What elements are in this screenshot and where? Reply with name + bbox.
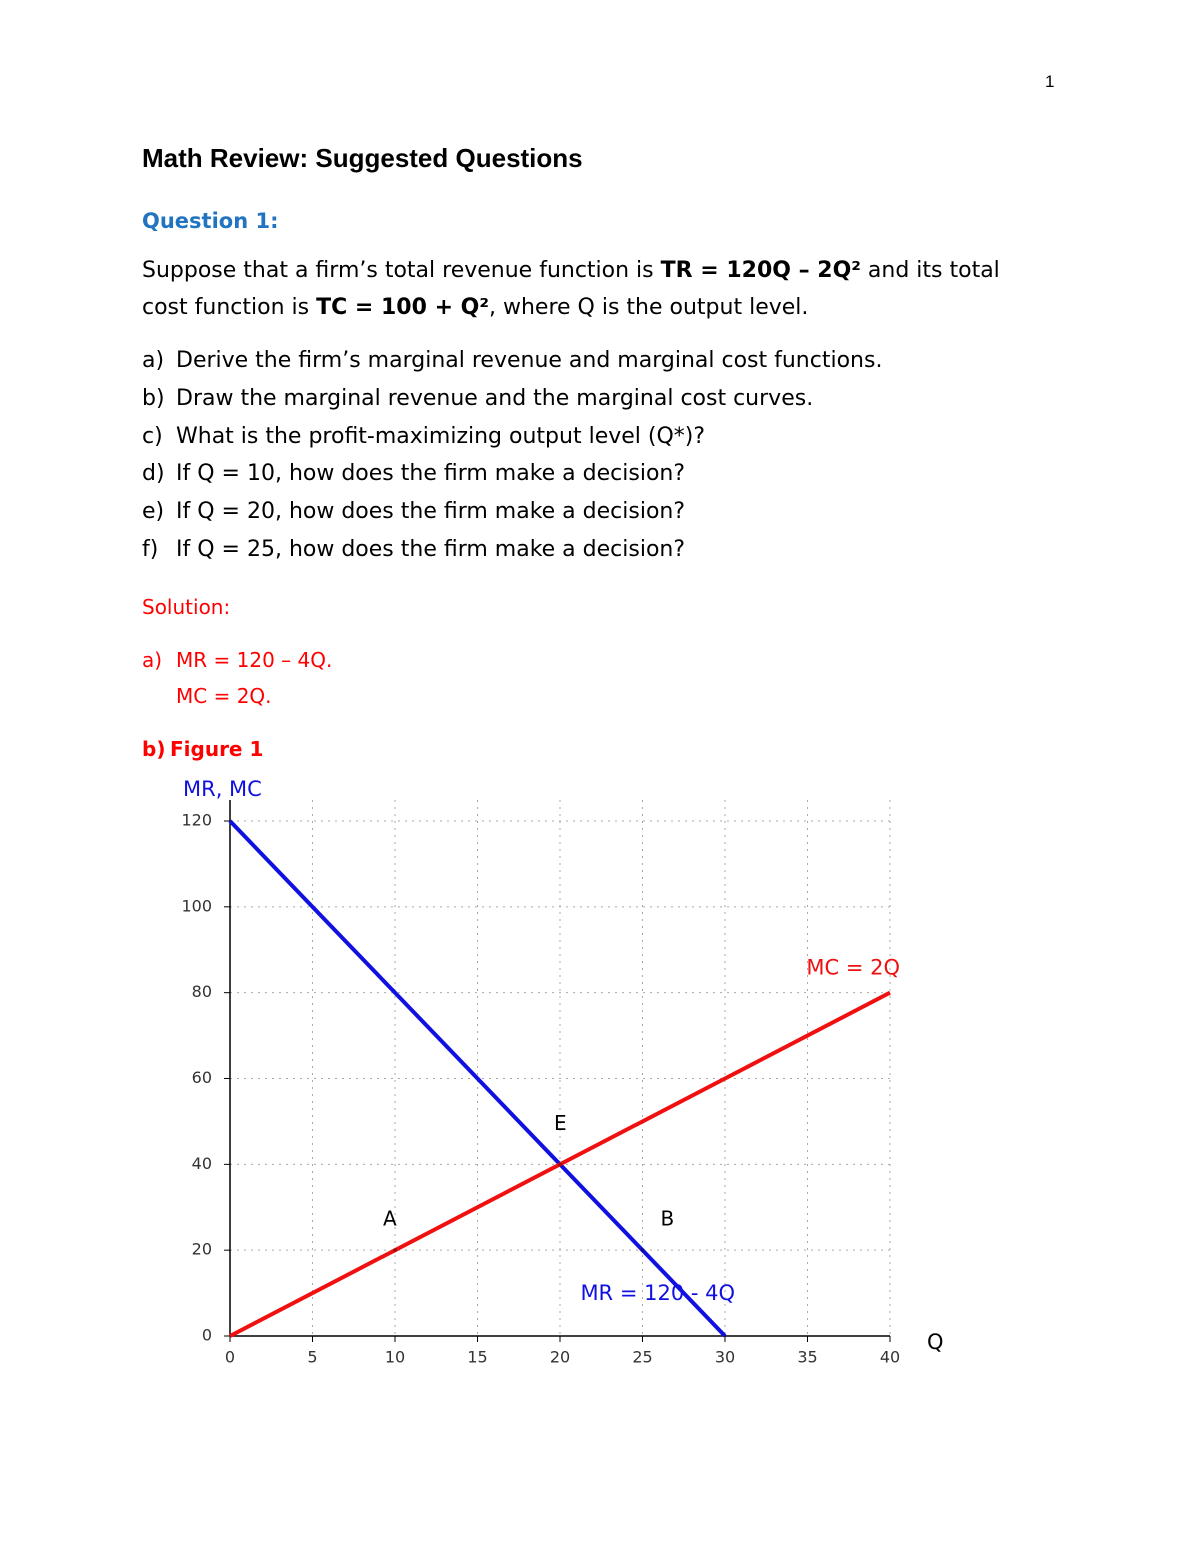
item-label: b) xyxy=(142,385,165,411)
item-label: d) xyxy=(142,461,165,487)
item-text: Draw the marginal revenue and the margin… xyxy=(176,385,814,411)
legend-label: MC = 2Q xyxy=(806,956,900,980)
point-label: E xyxy=(554,1111,567,1135)
y-axis-label: MR, MC xyxy=(183,777,262,801)
item-text: If Q = 10, how does the firm make a deci… xyxy=(176,461,686,487)
x-tick-label: 35 xyxy=(797,1348,817,1367)
item-label: a) xyxy=(142,648,163,672)
solution-heading: Solution: xyxy=(142,595,231,619)
item-label: c) xyxy=(142,423,163,449)
intro-text: and its total cost function is xyxy=(142,258,1000,320)
legend-label: MR = 120 - 4Q xyxy=(580,1281,735,1305)
point xyxy=(558,1162,562,1167)
point-label: B xyxy=(661,1207,675,1231)
x-tick-label: 5 xyxy=(307,1348,317,1367)
y-tick-label: 120 xyxy=(181,811,212,830)
question-heading: Question 1: xyxy=(142,209,279,233)
solution-line: MC = 2Q. xyxy=(176,684,272,708)
x-tick-label: 0 xyxy=(225,1348,235,1367)
intro-text: Suppose that a firm’s total revenue func… xyxy=(142,258,661,283)
y-tick-label: 40 xyxy=(192,1154,212,1173)
figure-label: Figure 1 xyxy=(170,737,264,761)
item-text: What is the profit-maximizing output lev… xyxy=(176,423,706,449)
intro-formula: TR = 120Q – 2Q² xyxy=(660,258,861,283)
y-tick-label: 100 xyxy=(181,896,212,915)
y-tick-label: 0 xyxy=(202,1326,212,1345)
x-tick-label: 25 xyxy=(632,1348,652,1367)
x-tick-label: 20 xyxy=(550,1348,570,1367)
x-tick-label: 10 xyxy=(385,1348,405,1367)
line xyxy=(228,819,727,1338)
intro-text: , where Q is the output level. xyxy=(489,295,809,320)
question-intro: Suppose that a firm’s total revenue func… xyxy=(142,252,1032,326)
x-tick-label: 15 xyxy=(467,1348,487,1367)
solution-line: MR = 120 – 4Q. xyxy=(176,648,333,672)
item-text: If Q = 25, how does the firm make a deci… xyxy=(176,537,686,562)
item-text: Derive the firm’s marginal revenue and m… xyxy=(176,348,883,373)
x-axis-label: Q xyxy=(927,1330,944,1354)
page-number: 1 xyxy=(1045,72,1055,91)
item-text: If Q = 20, how does the firm make a deci… xyxy=(176,499,686,525)
title: Math Review: Suggested Questions xyxy=(142,143,583,173)
item-label: b) xyxy=(142,737,166,761)
intro-formula: TC = 100 + Q² xyxy=(316,295,489,320)
point xyxy=(640,1248,645,1253)
item-label: e) xyxy=(142,499,165,525)
item-label: f) xyxy=(142,537,159,562)
x-tick-label: 30 xyxy=(715,1348,735,1367)
item-label: a) xyxy=(142,348,165,373)
line xyxy=(229,990,891,1338)
y-tick-label: 20 xyxy=(192,1240,212,1259)
point-label: A xyxy=(383,1207,397,1231)
x-tick-label: 40 xyxy=(880,1348,900,1367)
point xyxy=(393,1248,397,1253)
y-tick-label: 60 xyxy=(192,1068,212,1087)
y-tick-label: 80 xyxy=(192,982,212,1001)
